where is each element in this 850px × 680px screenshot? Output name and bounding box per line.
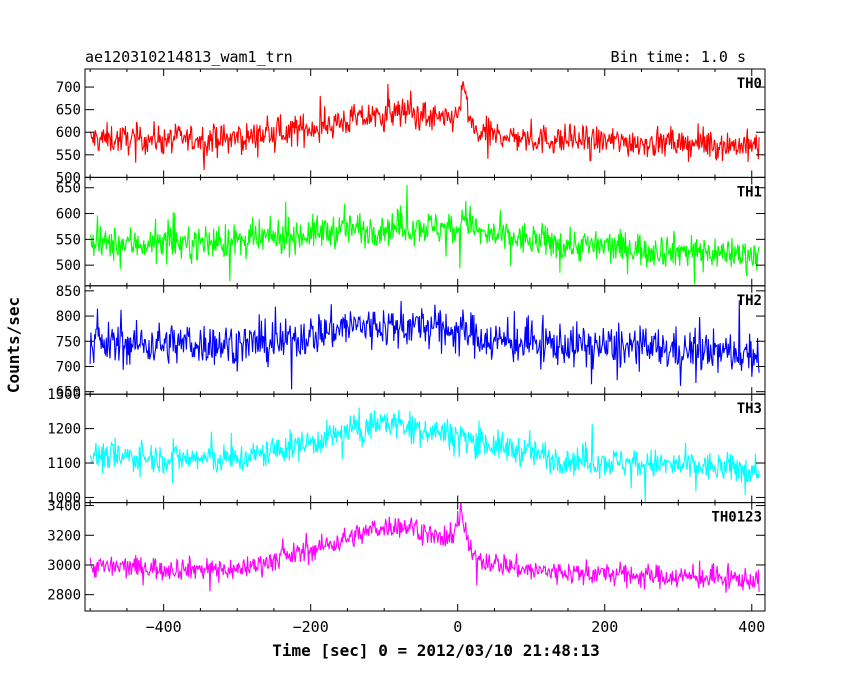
panel-label: TH3 (737, 401, 762, 417)
y-tick-label: 650 (56, 103, 81, 119)
y-tick-label: 750 (56, 334, 81, 350)
y-tick-label: 3200 (47, 528, 81, 544)
y-tick-label: 3400 (47, 499, 81, 515)
x-tick-label: 0 (453, 618, 462, 636)
y-tick-label: 550 (56, 232, 81, 248)
y-tick-label: 1100 (47, 456, 81, 472)
y-axis-label: Counts/sec (4, 297, 23, 393)
panel-frame (84, 68, 766, 178)
x-axis-label: Time [sec] 0 = 2012/03/10 21:48:13 (272, 641, 600, 660)
panels-group: 500 550 600 650 700 TH0 500 550 600 650 TH1 650 700 7… (47, 68, 766, 636)
bin-time-label: Bin time: 1.0 s (611, 48, 746, 66)
y-tick-label: 600 (56, 125, 81, 141)
panel-label: TH0 (737, 76, 762, 92)
panel-label: TH0123 (711, 510, 762, 526)
panel-label: TH2 (737, 293, 762, 309)
x-tick-label: 400 (738, 618, 765, 636)
series-line-th2 (89, 300, 760, 390)
y-tick-label: 500 (56, 258, 81, 274)
series-line-th0123 (89, 502, 760, 593)
panel-frame (84, 393, 766, 504)
y-tick-label: 3000 (47, 558, 81, 574)
y-tick-label: 550 (56, 148, 81, 164)
y-tick-label: 600 (56, 207, 81, 223)
panel-frame (84, 502, 766, 612)
y-tick-label: 800 (56, 309, 81, 325)
panel-frame (84, 176, 766, 287)
x-tick-label: 200 (591, 618, 618, 636)
series-line-th1 (89, 184, 760, 285)
y-tick-label: 650 (56, 385, 81, 401)
y-tick-label: 1000 (47, 490, 81, 506)
series-line-th3 (89, 407, 760, 503)
x-tick-label: −200 (293, 618, 329, 636)
panel-label: TH1 (737, 184, 762, 200)
y-tick-label: 500 (56, 170, 81, 186)
y-tick-label: 700 (56, 359, 81, 375)
y-tick-label: 700 (56, 80, 81, 96)
series-line-th0 (89, 81, 760, 171)
y-tick-label: 650 (56, 181, 81, 197)
y-tick-label: 1300 (47, 387, 81, 403)
figure-title: ae120310214813_wam1_trn (85, 48, 293, 66)
y-tick-label: 850 (56, 284, 81, 300)
y-tick-label: 1200 (47, 422, 81, 438)
y-tick-label: 2800 (47, 588, 81, 604)
x-tick-label: −400 (146, 618, 182, 636)
